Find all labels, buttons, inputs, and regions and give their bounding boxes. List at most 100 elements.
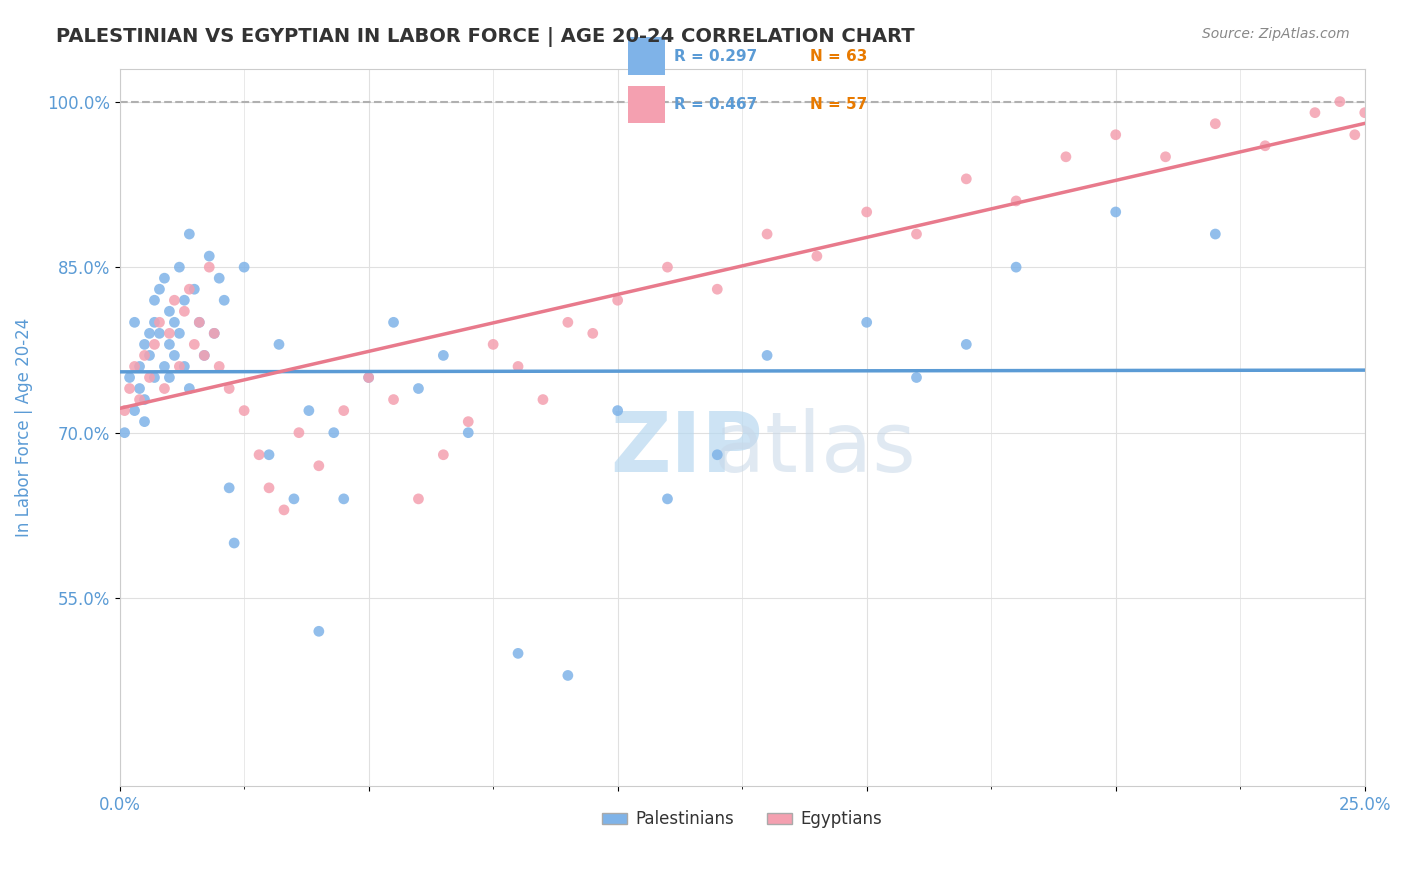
Point: [224, 536, 246, 550]
Point: [208, 359, 231, 374]
Point: [1204, 227, 1226, 241]
Point: [179, 282, 201, 296]
Point: [582, 326, 605, 341]
Point: [138, 348, 160, 362]
Point: [179, 382, 201, 396]
Point: [756, 348, 779, 362]
Point: [148, 282, 170, 296]
Point: [1364, 95, 1386, 109]
Point: [308, 458, 330, 473]
Point: [169, 326, 191, 341]
Point: [506, 359, 529, 374]
Point: [148, 315, 170, 329]
Point: [1354, 105, 1376, 120]
Point: [408, 491, 430, 506]
Point: [163, 315, 186, 329]
Point: [432, 348, 454, 362]
Point: [128, 359, 150, 374]
Point: [1105, 128, 1128, 142]
Point: [506, 646, 529, 660]
Point: [432, 448, 454, 462]
Point: [273, 503, 295, 517]
Point: [114, 403, 136, 417]
Point: [202, 326, 225, 341]
Point: [153, 382, 176, 396]
Point: [557, 668, 579, 682]
Point: [706, 448, 728, 462]
Point: [134, 415, 156, 429]
Point: [153, 359, 176, 374]
Point: [169, 260, 191, 274]
Point: [179, 227, 201, 241]
Point: [153, 271, 176, 285]
Point: [332, 491, 354, 506]
Point: [457, 415, 479, 429]
Y-axis label: In Labor Force | Age 20-24: In Labor Force | Age 20-24: [15, 318, 32, 537]
Point: [322, 425, 344, 440]
Point: [382, 392, 405, 407]
Point: [157, 326, 180, 341]
Point: [208, 271, 231, 285]
Text: R = 0.297: R = 0.297: [675, 49, 758, 64]
Point: [143, 293, 166, 308]
Point: [173, 304, 195, 318]
Point: [173, 293, 195, 308]
Point: [457, 425, 479, 440]
Point: [257, 448, 280, 462]
Point: [233, 403, 256, 417]
Point: [257, 481, 280, 495]
Point: [1204, 117, 1226, 131]
Point: [218, 382, 240, 396]
Point: [955, 172, 977, 186]
Point: [1254, 138, 1277, 153]
Point: [955, 337, 977, 351]
Point: [1344, 128, 1367, 142]
Point: [173, 359, 195, 374]
Text: N = 63: N = 63: [810, 49, 868, 64]
Point: [157, 337, 180, 351]
Text: N = 57: N = 57: [810, 97, 868, 112]
Point: [198, 249, 221, 263]
Point: [905, 370, 928, 384]
Point: [188, 315, 211, 329]
Point: [357, 370, 380, 384]
Point: [183, 337, 205, 351]
Text: PALESTINIAN VS EGYPTIAN IN LABOR FORCE | AGE 20-24 CORRELATION CHART: PALESTINIAN VS EGYPTIAN IN LABOR FORCE |…: [56, 27, 915, 46]
Point: [1154, 150, 1177, 164]
Point: [1105, 205, 1128, 219]
Point: [298, 403, 321, 417]
Point: [193, 348, 215, 362]
Point: [382, 315, 405, 329]
Text: Source: ZipAtlas.com: Source: ZipAtlas.com: [1202, 27, 1350, 41]
Point: [114, 425, 136, 440]
Legend: Palestinians, Egyptians: Palestinians, Egyptians: [595, 804, 889, 835]
Text: ZIP: ZIP: [610, 409, 762, 489]
Point: [128, 392, 150, 407]
Point: [118, 382, 141, 396]
Bar: [628, 37, 665, 75]
Point: [134, 348, 156, 362]
Point: [1005, 194, 1028, 208]
Point: [169, 359, 191, 374]
Point: [193, 348, 215, 362]
Point: [143, 370, 166, 384]
Point: [806, 249, 828, 263]
Point: [163, 348, 186, 362]
Point: [357, 370, 380, 384]
Point: [202, 326, 225, 341]
Text: R = 0.467: R = 0.467: [675, 97, 758, 112]
Point: [198, 260, 221, 274]
Point: [1329, 95, 1351, 109]
Point: [233, 260, 256, 274]
Point: [143, 315, 166, 329]
Point: [1303, 105, 1326, 120]
Point: [288, 425, 311, 440]
Point: [124, 315, 146, 329]
Point: [183, 282, 205, 296]
Point: [408, 382, 430, 396]
Point: [134, 337, 156, 351]
Point: [905, 227, 928, 241]
Point: [855, 315, 877, 329]
Point: [606, 293, 628, 308]
Point: [267, 337, 290, 351]
